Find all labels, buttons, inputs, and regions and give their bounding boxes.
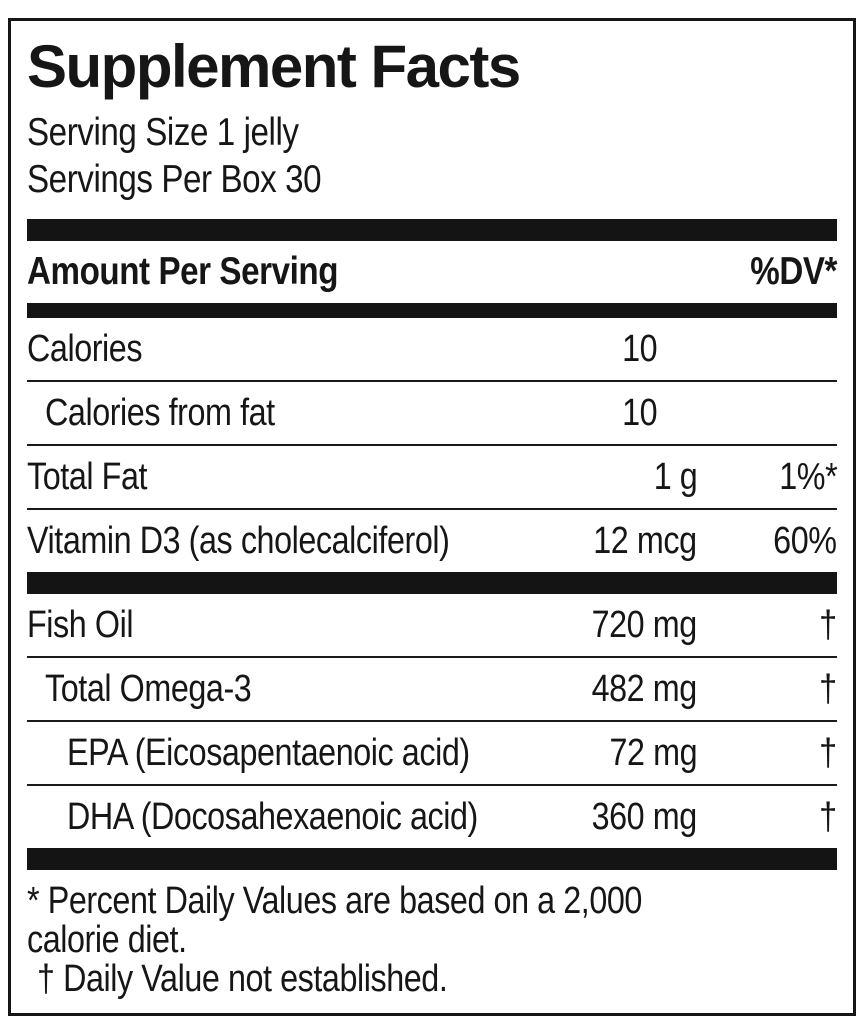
percent-dv-header: %DV* xyxy=(750,250,837,293)
nutrient-row-fish-oil: Fish Oil 720 mg † xyxy=(27,594,837,656)
nutrient-name: Total Fat xyxy=(27,455,148,498)
divider-bar-top xyxy=(27,219,837,241)
nutrient-row-total-fat: Total Fat 1 g 1%* xyxy=(27,444,837,508)
nutrient-name: Calories xyxy=(27,327,143,370)
nutrient-name: EPA (Eicosapentaenoic acid) xyxy=(67,731,470,774)
nutrient-amount: 720 mg xyxy=(591,603,698,646)
nutrient-dv: † xyxy=(819,667,837,710)
nutrient-dv xyxy=(697,328,837,371)
nutrient-name: Calories from fat xyxy=(45,391,275,434)
divider-bar-bottom xyxy=(27,848,837,870)
servings-per-box-line: Servings Per Box 30 xyxy=(27,158,322,201)
nutrient-amount: 1 g xyxy=(653,455,697,498)
nutrient-dv: † xyxy=(819,603,837,646)
column-header-row: Amount Per Serving %DV* xyxy=(27,241,837,303)
divider-bar-mid xyxy=(27,572,837,594)
nutrient-name: DHA (Docosahexaenoic acid) xyxy=(67,795,478,838)
amount-per-serving-header: Amount Per Serving xyxy=(27,250,339,293)
nutrient-row-total-omega-3: Total Omega-3 482 mg † xyxy=(27,656,837,720)
nutrient-row-epa: EPA (Eicosapentaenoic acid) 72 mg † xyxy=(27,720,837,784)
nutrient-name: Vitamin D3 (as cholecalciferol) xyxy=(27,519,450,562)
nutrient-name: Fish Oil xyxy=(27,603,134,646)
label-title: Supplement Facts xyxy=(27,33,521,100)
nutrient-row-vitamin-d3: Vitamin D3 (as cholecalciferol) 12 mcg 6… xyxy=(27,508,837,572)
footnote-percent-dv-line1: * Percent Daily Values are based on a 2,… xyxy=(27,880,642,922)
nutrient-dv: † xyxy=(819,731,837,774)
nutrient-name: Total Omega-3 xyxy=(45,667,252,710)
footnote-daily-value: † Daily Value not established. xyxy=(37,958,448,1000)
nutrient-rows-blend: Fish Oil 720 mg † Total Omega-3 482 mg †… xyxy=(27,594,837,848)
nutrient-dv: 1%* xyxy=(779,455,837,498)
nutrient-row-calories: Calories 10 xyxy=(27,318,837,380)
nutrient-rows-main: Calories 10 Calories from fat 10 Total F… xyxy=(27,318,837,572)
nutrient-row-dha: DHA (Docosahexaenoic acid) 360 mg † xyxy=(27,784,837,848)
nutrient-amount: 72 mg xyxy=(609,731,697,774)
nutrient-row-calories-from-fat: Calories from fat 10 xyxy=(27,380,837,444)
nutrient-amount: 10 xyxy=(621,391,658,434)
footnotes: * Percent Daily Values are based on a 2,… xyxy=(27,882,837,999)
footnote-percent-dv-line2: calorie diet. xyxy=(27,919,187,961)
serving-size-line: Serving Size 1 jelly xyxy=(27,111,299,154)
serving-info: Serving Size 1 jelly Servings Per Box 30 xyxy=(27,109,837,203)
divider-bar-header xyxy=(27,303,837,318)
nutrient-amount: 360 mg xyxy=(591,795,698,838)
nutrient-amount: 10 xyxy=(621,327,658,370)
nutrient-dv: 60% xyxy=(773,519,838,562)
nutrient-amount: 482 mg xyxy=(591,667,698,710)
nutrient-dv: † xyxy=(819,795,837,838)
supplement-facts-label: Supplement Facts Serving Size 1 jelly Se… xyxy=(8,18,856,1016)
nutrient-amount: 12 mcg xyxy=(593,519,698,562)
nutrient-dv xyxy=(697,392,837,435)
